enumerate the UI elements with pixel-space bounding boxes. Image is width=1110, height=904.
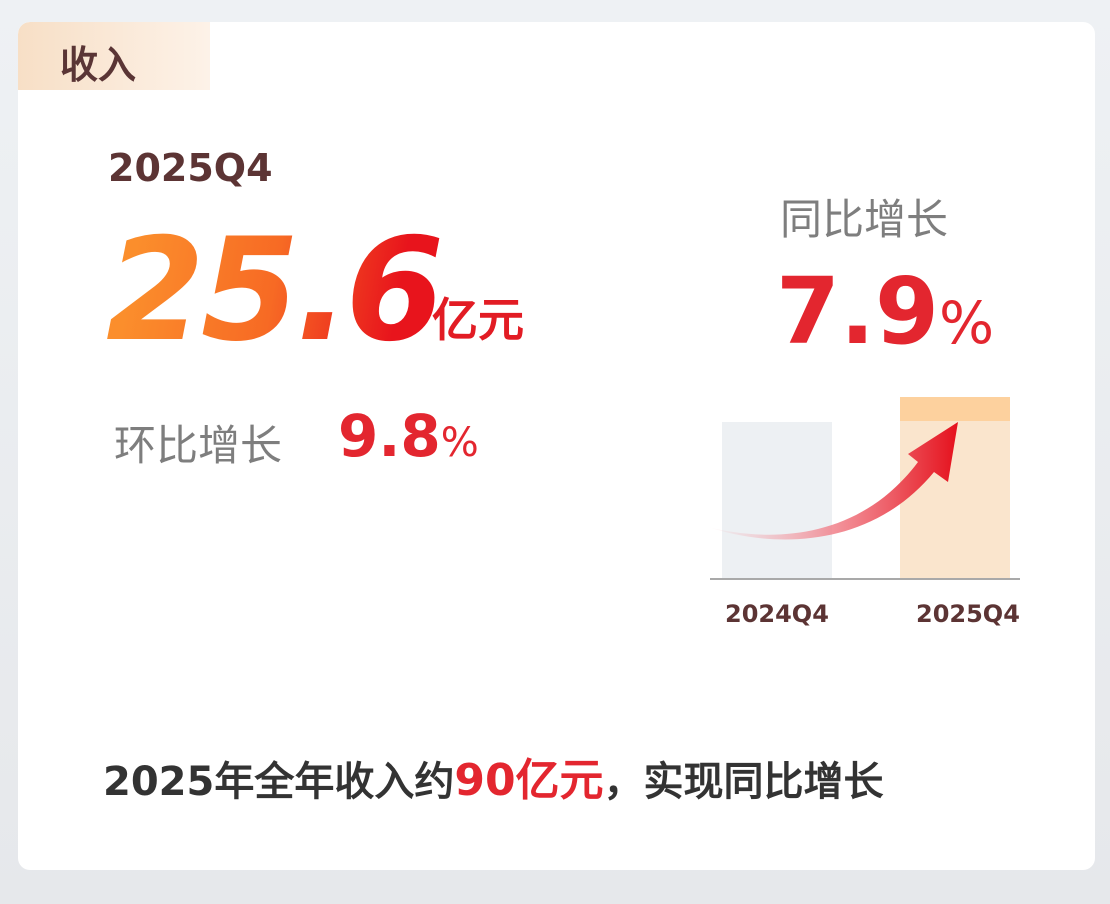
revenue-value: 25.6 [106, 208, 444, 373]
summary-suffix: ，实现同比增长 [603, 759, 884, 805]
summary-highlight: 90亿元 [454, 755, 604, 806]
yoy-number: 7.9 [776, 258, 939, 365]
section-title: 收入 [60, 43, 137, 87]
qoq-unit: % [440, 420, 479, 466]
yoy-value: 7.9% [776, 258, 994, 365]
summary-prefix: 2025年全年收入约 [103, 759, 455, 805]
qoq-value: 9.8% [338, 402, 479, 470]
revenue-card: 收入 2025Q4 25.6 亿元 环比增长 9.8% 同比增长 7.9% 20… [18, 22, 1095, 870]
revenue-unit: 亿元 [432, 293, 524, 347]
qoq-label: 环比增长 [114, 421, 283, 470]
yoy-unit: % [938, 289, 995, 357]
bar-2024q4 [722, 422, 832, 578]
bar-growth-cap [900, 397, 1010, 421]
annual-summary: 2025年全年收入约90亿元，实现同比增长 [103, 744, 884, 808]
quarter-period: 2025Q4 [108, 146, 273, 190]
growth-arrow-icon [708, 422, 958, 540]
section-tab: 收入 [18, 22, 210, 90]
yoy-label: 同比增长 [780, 195, 949, 244]
qoq-number: 9.8 [338, 402, 441, 470]
bar-label-2025q4: 2025Q4 [916, 600, 1020, 628]
bar-label-2024q4: 2024Q4 [725, 600, 829, 628]
chart-baseline [710, 578, 1020, 580]
